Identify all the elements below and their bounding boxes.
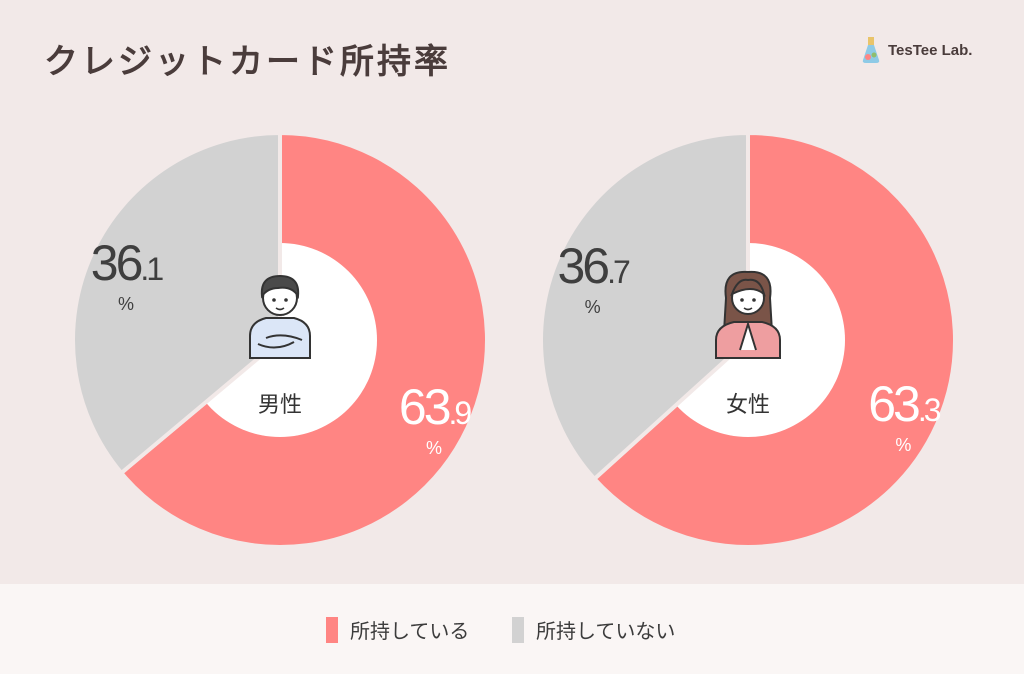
female-person-icon <box>715 270 781 359</box>
brand-name: TesTee Lab. <box>888 41 973 59</box>
legend-swatch-holding <box>326 616 338 643</box>
legend-label-not-holding: 所持していない <box>536 619 676 643</box>
center-label: 男性 <box>258 393 302 418</box>
value-label-holding: 63.9 <box>399 379 472 435</box>
center-label: 女性 <box>726 393 770 418</box>
unit-label-holding: % <box>426 438 442 458</box>
male-person-icon <box>249 274 311 359</box>
chart-title: クレジットカード所持率 <box>44 42 451 82</box>
donut-charts: 63.9%36.1%男性 63.3%36.7%女性 <box>71 130 955 547</box>
unit-label-not-holding: % <box>118 294 134 314</box>
brand-logo: TesTee Lab. <box>860 36 972 64</box>
legend-item-not-holding: 所持していない <box>512 615 675 644</box>
legend: 所持している 所持していない <box>0 584 1024 674</box>
unit-label-not-holding: % <box>585 297 601 317</box>
slice-not-holding <box>539 130 750 482</box>
flask-logo-icon <box>862 37 880 63</box>
unit-label-holding: % <box>895 435 911 455</box>
slice-not-holding <box>71 130 282 476</box>
legend-label-holding: 所持している <box>350 619 470 643</box>
legend-swatch-not-holding <box>512 616 524 643</box>
legend-item-holding: 所持している <box>326 615 469 644</box>
